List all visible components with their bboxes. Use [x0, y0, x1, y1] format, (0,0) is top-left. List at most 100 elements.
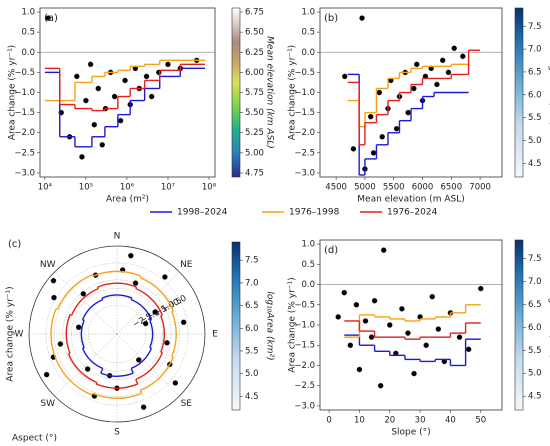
- step-arc: [135, 288, 163, 316]
- scatter-point: [367, 113, 374, 120]
- scatter-point: [350, 146, 357, 152]
- scatter-point: [142, 320, 149, 327]
- scatter-point: [347, 342, 354, 348]
- step-arc: [130, 347, 153, 370]
- scatter-point: [342, 73, 348, 80]
- scatter-point: [117, 117, 124, 124]
- colorbar: [514, 7, 524, 178]
- x-tick-label: 5500: [383, 183, 405, 193]
- step-arc: [81, 298, 104, 321]
- scatter-point: [465, 346, 472, 353]
- step-arc: [65, 314, 71, 354]
- scatter-point: [341, 289, 348, 296]
- scatter-point: [376, 89, 383, 96]
- step-arc: [140, 277, 174, 311]
- scatter-point: [423, 342, 429, 348]
- x-tick-label: 10⁸: [202, 183, 217, 193]
- colorbar-tick-label: 6.0: [528, 90, 542, 100]
- y-axis-label: Area change (% yr⁻¹): [288, 45, 298, 140]
- colorbar-tick-label: 5.75: [245, 88, 264, 98]
- step-arc: [56, 273, 93, 310]
- x-tick-label: 30: [415, 416, 426, 426]
- colorbar-tick-label: 5.50: [245, 108, 264, 118]
- step-arc: [80, 320, 85, 348]
- y-tick-label: 0.5: [21, 28, 35, 38]
- step-riser: [130, 368, 134, 374]
- step-arc: [96, 383, 138, 389]
- step-arc: [97, 282, 137, 288]
- step-riser: [171, 310, 174, 312]
- step-arc: [130, 298, 153, 321]
- radial-grid: [87, 304, 147, 364]
- step-riser: [160, 351, 163, 354]
- step-arc: [135, 352, 163, 380]
- step-riser: [82, 346, 85, 349]
- colorbar-tick-label: 4.75: [245, 168, 264, 178]
- polar-frame: [28, 245, 206, 423]
- scatter-point: [439, 57, 446, 64]
- legend-label: 1998–2024: [177, 208, 228, 218]
- legend-label: 1976–1998: [289, 208, 340, 218]
- x-tick-label: 0: [326, 416, 331, 426]
- colorbar-tick-label: 5.0: [245, 369, 259, 379]
- x-axis-label: Aspect (°): [12, 434, 57, 444]
- scatter-point: [136, 357, 142, 363]
- scatter-point: [335, 314, 341, 320]
- colorbar-label: Mean elevation (km ASL): [265, 36, 275, 149]
- x-tick-label: 6000: [412, 183, 434, 193]
- colorbar-tick-label: 6.5: [528, 67, 542, 77]
- y-tick-label: −2.0: [294, 128, 315, 138]
- scatter-point: [368, 334, 375, 340]
- panel-label: (b): [324, 13, 338, 24]
- scatter-point: [414, 61, 420, 68]
- scatter-point: [43, 371, 50, 378]
- x-tick-label: 20: [384, 416, 395, 426]
- scatter-point: [111, 93, 118, 100]
- scatter-point: [387, 322, 393, 328]
- x-tick-label: 40: [445, 416, 456, 426]
- spoke: [116, 333, 180, 397]
- y-tick-label: −1.5: [14, 108, 35, 118]
- scatter-point: [371, 297, 378, 304]
- scatter-point: [445, 69, 452, 76]
- x-tick-label: 4500: [325, 183, 347, 193]
- colorbar-tick-label: 7.0: [245, 278, 259, 288]
- colorbar: [231, 7, 241, 178]
- y-tick-label: −0.5: [294, 68, 315, 78]
- spoke: [54, 333, 118, 397]
- step-riser: [101, 297, 104, 300]
- scatter-point: [456, 334, 463, 340]
- y-tick-label: −1.5: [294, 341, 315, 351]
- colorbar-tick-label: 7.0: [528, 277, 542, 287]
- scatter-point: [165, 61, 171, 68]
- radial-grid: [45, 262, 189, 406]
- x-tick-label: 6500: [440, 183, 462, 193]
- step-arc: [92, 270, 142, 277]
- step-riser: [91, 393, 94, 396]
- step-arc: [50, 308, 57, 360]
- scatter-point: [51, 294, 57, 301]
- y-tick-label: 0.5: [301, 260, 315, 270]
- y-tick-label: −0.5: [294, 300, 315, 310]
- spoke: [54, 271, 118, 335]
- scatter-point: [152, 309, 158, 315]
- colorbar-tick-label: 7.0: [528, 45, 542, 55]
- radial-tick-label: 0.0: [172, 293, 189, 308]
- scatter-point: [74, 73, 80, 80]
- step-riser: [139, 390, 143, 394]
- y-axis-label: Area change (% yr⁻¹): [8, 45, 18, 140]
- scatter-point: [164, 340, 170, 346]
- y-tick-label: −3.0: [294, 401, 315, 411]
- colorbar-tick-label: 6.75: [245, 8, 264, 18]
- step-arc: [101, 294, 133, 299]
- y-tick-label: 0.0: [301, 280, 315, 290]
- colorbar-tick-label: 6.00: [245, 68, 264, 78]
- scatter-point: [478, 285, 484, 292]
- step-riser: [149, 346, 152, 349]
- colorbar-tick-label: 5.0: [528, 136, 542, 146]
- colorbar-label: log₁₀Area (km²): [265, 291, 275, 360]
- step-arc: [55, 358, 93, 396]
- direction-label: NE: [180, 260, 193, 270]
- direction-label: NW: [40, 260, 56, 270]
